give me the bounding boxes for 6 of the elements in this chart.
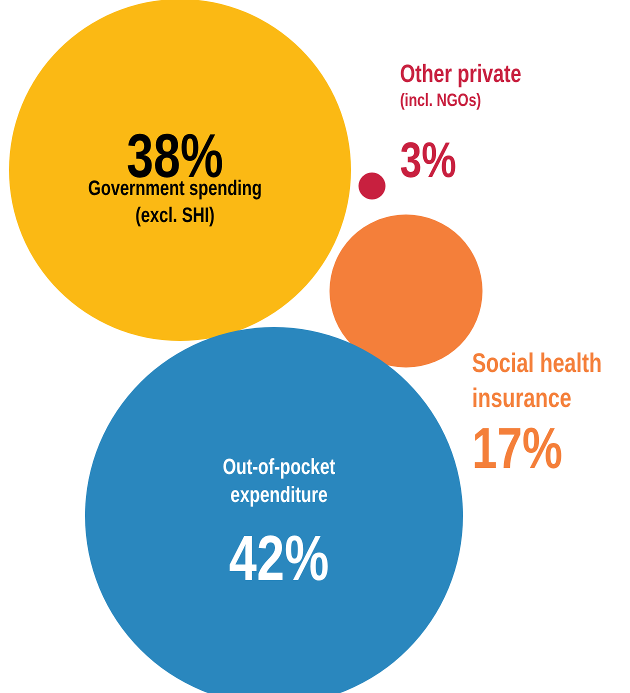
data-label: 17% <box>472 416 563 482</box>
category-label: Social health insurance <box>472 348 602 414</box>
category-label: Other private (incl. NGOs) <box>400 60 522 110</box>
data-label: 3% <box>400 131 456 188</box>
data-label: 42% <box>229 523 329 594</box>
category-label: Out-of-pocket expenditure <box>222 455 336 508</box>
